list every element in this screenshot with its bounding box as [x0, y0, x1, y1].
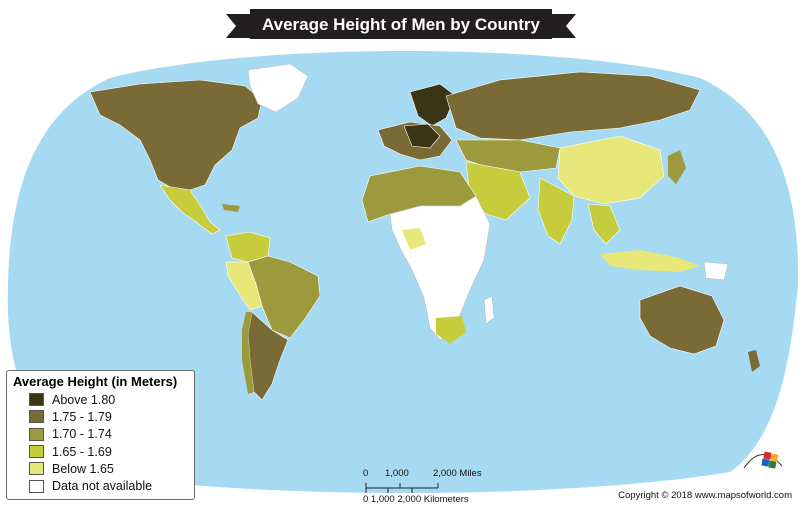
scale-miles-zero: 0 — [363, 468, 369, 479]
legend-label: Below 1.65 — [52, 461, 114, 476]
region-peru-bolivia — [225, 261, 263, 311]
region-mexico — [159, 184, 221, 235]
region-japan-korea — [668, 150, 686, 184]
legend-label: 1.65 - 1.69 — [52, 444, 112, 459]
legend-swatch — [29, 462, 44, 476]
region-russia — [445, 71, 701, 141]
region-north-america — [89, 79, 263, 191]
legend-swatch — [29, 410, 44, 424]
region-south-africa — [436, 316, 466, 344]
legend-item: Above 1.80 — [13, 391, 188, 408]
map-title: Average Height of Men by Country — [261, 15, 540, 34]
scale-miles-end: 2,000 Miles — [433, 468, 482, 479]
legend-item: Data not available — [13, 477, 188, 494]
region-china — [557, 135, 665, 205]
region-new-zealand — [748, 350, 760, 372]
region-australia — [639, 285, 725, 355]
region-nigeria — [402, 228, 426, 250]
region-greenland — [247, 63, 309, 113]
region-indonesia — [600, 250, 700, 272]
region-central-europe — [403, 123, 441, 149]
banner-body — [250, 9, 552, 39]
legend-item: 1.65 - 1.69 — [13, 443, 188, 460]
legend-label: 1.75 - 1.79 — [52, 409, 112, 424]
region-southeast-asia — [587, 203, 621, 245]
region-central-asia — [455, 139, 561, 173]
legend-item: 1.75 - 1.79 — [13, 408, 188, 425]
compass-logo — [743, 451, 783, 469]
legend-swatch — [29, 479, 44, 493]
scale-miles-mid: 1,000 — [385, 468, 409, 479]
legend: Average Height (in Meters) Above 1.80 1.… — [6, 370, 195, 500]
region-india — [537, 177, 575, 245]
region-papua — [703, 261, 729, 281]
legend-label: Data not available — [52, 479, 153, 494]
banner-ribbon-left — [226, 14, 254, 38]
scale-km-label: 0 1,000 2,000 Kilometers — [363, 494, 469, 505]
region-scandinavia — [409, 83, 457, 127]
copyright-text: Copyright © 2018 www.mapsofworld.com — [618, 490, 792, 501]
scale-line — [365, 483, 439, 493]
legend-item: Below 1.65 — [13, 460, 188, 477]
region-chile — [242, 312, 254, 394]
legend-item: 1.70 - 1.74 — [13, 426, 188, 443]
legend-swatch — [29, 445, 44, 459]
banner-ribbon-right — [548, 14, 576, 38]
legend-swatch — [29, 427, 44, 441]
legend-title: Average Height (in Meters) — [13, 374, 178, 389]
region-caribbean — [222, 204, 240, 212]
region-madagascar — [483, 295, 495, 325]
legend-swatch — [29, 393, 44, 407]
title-banner — [226, 9, 576, 39]
legend-label: Above 1.80 — [52, 392, 116, 407]
legend-label: 1.70 - 1.74 — [52, 427, 112, 442]
scale-bar: 0 1,000 2,000 Miles 0 1,000 2,000 Kilome… — [360, 466, 500, 506]
